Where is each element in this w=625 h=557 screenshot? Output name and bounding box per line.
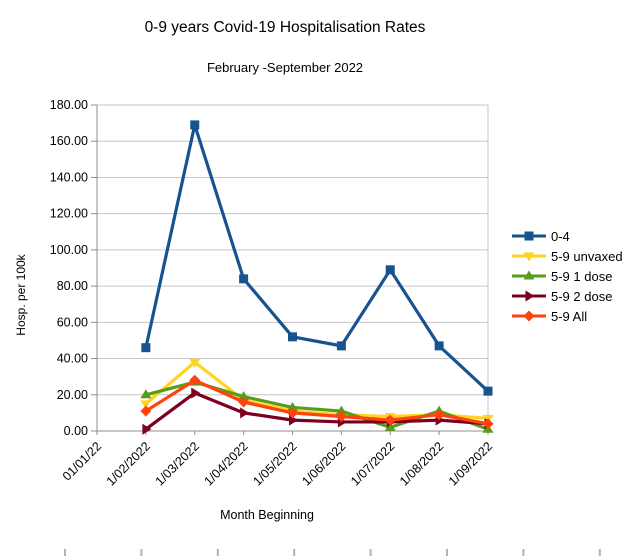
data-point-5-9-unvaxed <box>140 400 152 410</box>
triangle-down-marker-icon <box>512 252 546 262</box>
y-tick-label: 20.00 <box>57 388 88 402</box>
data-point-0-4 <box>239 274 249 284</box>
x-tick-label: 1/08/2022 <box>397 439 446 488</box>
series-line-0-4 <box>144 123 490 393</box>
data-point-0-4 <box>385 265 395 275</box>
x-tick-label: 1/09/2022 <box>446 439 495 488</box>
series-line-5-9-all <box>145 378 489 426</box>
y-axis-title: Hosp. per 100k <box>14 254 28 336</box>
series-5-9-all <box>140 374 494 430</box>
data-point-5-9-1-dose <box>238 391 250 401</box>
data-point-5-9-2-dose <box>240 407 250 419</box>
x-tick-label: 1/03/2022 <box>153 439 202 488</box>
x-tick-label: 01/01/22 <box>60 439 104 483</box>
diamond-marker-icon <box>512 310 546 322</box>
y-tick-label: 160.00 <box>50 134 88 148</box>
legend-item-5-9-2-dose: 5-9 2 dose <box>512 286 623 306</box>
data-point-5-9-1-dose <box>335 405 347 415</box>
data-point-5-9-all <box>433 409 445 421</box>
y-tick-label: 60.00 <box>57 315 88 329</box>
triangle-right-marker-icon <box>512 290 546 302</box>
legend-marker <box>524 231 534 241</box>
data-point-5-9-all <box>384 414 396 426</box>
data-point-5-9-2-dose <box>142 423 152 435</box>
legend-item-label: 5-9 2 dose <box>551 288 613 304</box>
y-tick-label: 140.00 <box>50 170 88 184</box>
legend-item-5-9-unvaxed: 5-9 unvaxed <box>512 246 623 266</box>
data-point-5-9-2-dose <box>191 387 201 399</box>
data-point-0-4 <box>483 386 493 396</box>
data-point-5-9-2-dose <box>289 414 298 426</box>
data-point-5-9-all <box>140 405 152 417</box>
data-point-5-9-all <box>482 418 494 430</box>
legend-item-5-9-all: 5-9 All <box>512 306 623 326</box>
y-tick-label: 40.00 <box>57 352 88 366</box>
legend-item-label: 5-9 unvaxed <box>551 248 623 264</box>
data-point-0-4 <box>288 332 297 342</box>
x-axis-title: Month Beginning <box>220 508 314 522</box>
data-point-5-9-all <box>287 407 298 419</box>
data-point-5-9-1-dose <box>384 421 396 431</box>
x-tick-label: 1/07/2022 <box>348 439 397 488</box>
data-point-0-4 <box>141 343 151 353</box>
x-tick-label: 1/05/2022 <box>250 439 299 488</box>
y-tick-label: 80.00 <box>57 279 88 293</box>
y-tick-label: 100.00 <box>50 243 88 257</box>
series-5-9-1-dose <box>140 376 494 433</box>
legend-item-5-9-1-dose: 5-9 1 dose <box>512 266 623 286</box>
legend-marker <box>525 290 535 302</box>
chart-title: 0-9 years Covid-19 Hospitalisation Rates <box>144 19 426 36</box>
series-line-5-9-2-dose <box>144 391 489 431</box>
y-tick-label: 0.00 <box>64 424 88 438</box>
series-0-4 <box>141 120 493 396</box>
y-tick-label: 180.00 <box>50 98 88 112</box>
legend-marker <box>523 252 535 262</box>
square-marker-icon <box>512 231 546 241</box>
legend-marker <box>523 310 535 322</box>
x-tick-label: 1/04/2022 <box>202 439 251 488</box>
legend-marker <box>523 270 535 280</box>
data-point-5-9-1-dose <box>287 401 298 411</box>
x-tick-label: 1/06/2022 <box>299 439 348 488</box>
legend-item-0-4: 0-4 <box>512 226 623 246</box>
legend-item-label: 5-9 1 dose <box>551 268 613 284</box>
y-tick-label: 120.00 <box>50 207 88 221</box>
data-point-0-4 <box>434 341 444 351</box>
data-point-5-9-all <box>335 411 347 423</box>
legend-item-label: 5-9 All <box>551 308 588 324</box>
data-point-5-9-unvaxed <box>189 358 201 368</box>
triangle-up-marker-icon <box>512 270 546 280</box>
data-point-0-4 <box>190 120 200 130</box>
data-point-0-4 <box>336 341 346 351</box>
legend: 0-4 5-9 unvaxed 5-9 1 dose 5-9 2 dose 5-9 Al… <box>512 226 623 326</box>
data-point-5-9-all <box>189 374 201 386</box>
chart-subtitle: February -September 2022 <box>206 60 364 75</box>
x-tick-label: 1/02/2022 <box>104 439 153 488</box>
legend-item-label: 0-4 <box>551 228 570 244</box>
data-point-5-9-1-dose <box>140 389 152 399</box>
data-point-5-9-all <box>238 396 250 408</box>
